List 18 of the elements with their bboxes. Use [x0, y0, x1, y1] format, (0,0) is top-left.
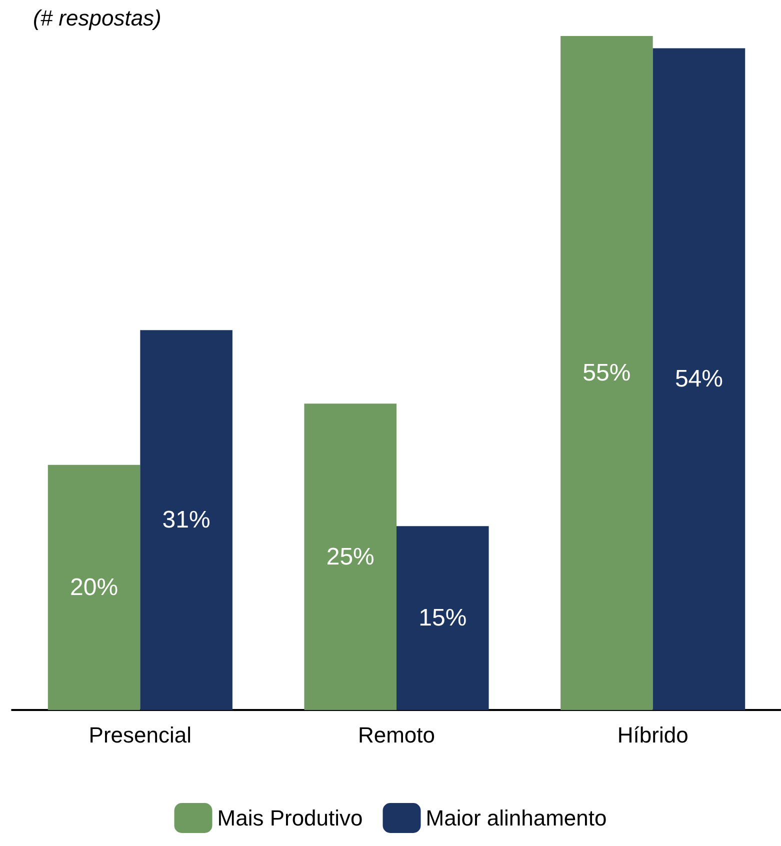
data-label: 15%	[418, 604, 467, 632]
data-label: 25%	[326, 543, 374, 570]
bar	[48, 464, 140, 710]
x-tick-label: Remoto	[358, 722, 436, 748]
bar	[304, 404, 396, 710]
legend-label: Maior alinhamento	[426, 806, 607, 830]
bar	[140, 330, 232, 710]
bar	[396, 526, 489, 710]
data-label: 31%	[162, 506, 210, 534]
bar	[560, 36, 653, 710]
chart-title: (# respostas)	[33, 6, 162, 30]
bar	[652, 48, 746, 710]
x-tick-label: Híbrido	[617, 722, 688, 748]
data-label: 54%	[674, 366, 723, 393]
data-label: 20%	[70, 574, 118, 601]
x-tick-label: Presencial	[88, 722, 192, 748]
data-label: 55%	[582, 360, 631, 386]
legend-label: Mais Produtivo	[217, 806, 363, 830]
